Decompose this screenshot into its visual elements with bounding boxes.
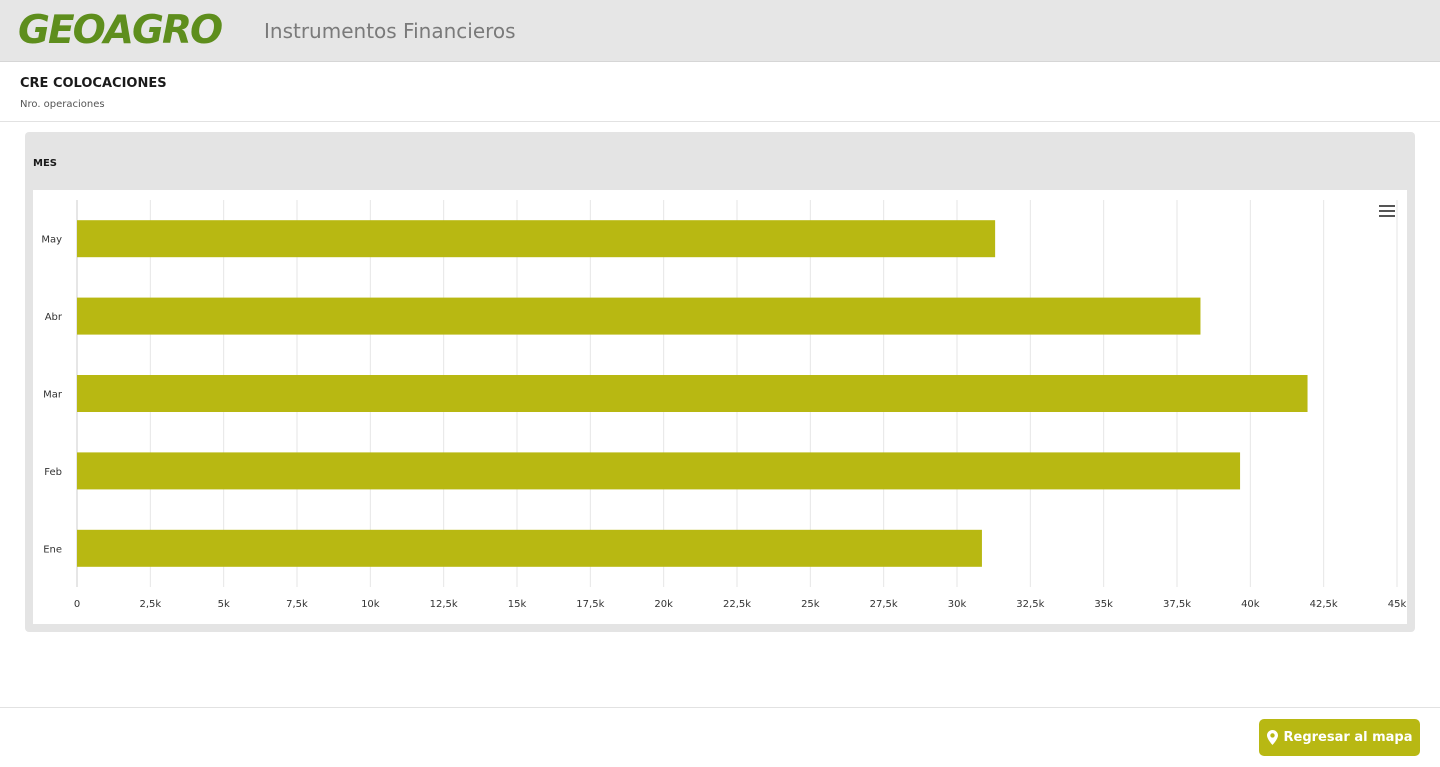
x-tick-label: 25k [801, 599, 820, 610]
x-tick-label: 5k [218, 599, 230, 610]
report-header: CRE COLOCACIONES Nro. operaciones [0, 62, 1440, 122]
x-tick-label: 42,5k [1310, 599, 1338, 610]
map-pin-icon [1266, 730, 1278, 745]
x-tick-label: 10k [361, 599, 380, 610]
x-tick-label: 45k [1388, 599, 1407, 610]
x-tick-label: 0 [74, 599, 80, 610]
bar [77, 529, 982, 567]
x-tick-label: 30k [948, 599, 967, 610]
x-tick-label: 22,5k [723, 599, 751, 610]
bar [77, 220, 996, 258]
bar-chart: 0 2,5k 5k 7,5k 10k 12,5k 15k 17,5k 20k 22,5k 25k 27… [41, 200, 1407, 610]
report-title: CRE COLOCACIONES [20, 76, 167, 91]
bar [77, 375, 1308, 412]
x-tick-label: 2,5k [139, 599, 161, 610]
logo-text: GEOAGRO [18, 7, 223, 53]
y-tick-label: May [41, 235, 62, 246]
bar [77, 452, 1241, 490]
y-tick-label: Mar [43, 390, 63, 401]
back-to-map-button[interactable]: Regresar al mapa [1259, 719, 1420, 756]
report-subtitle: Nro. operaciones [20, 99, 105, 110]
x-tick-label: 7,5k [286, 599, 308, 610]
y-tick-label: Ene [43, 544, 62, 555]
hamburger-menu-icon[interactable] [1379, 205, 1395, 218]
bar [77, 297, 1201, 335]
x-tick-label: 32,5k [1016, 599, 1044, 610]
x-tick-label: 12,5k [430, 599, 458, 610]
back-to-map-label: Regresar al mapa [1283, 730, 1413, 745]
x-tick-label: 20k [654, 599, 673, 610]
footer: Regresar al mapa [0, 707, 1440, 767]
x-tick-label: 40k [1241, 599, 1260, 610]
x-tick-label: 15k [508, 599, 527, 610]
x-tick-label: 17,5k [576, 599, 604, 610]
chart-panel: MES 0 2,5k 5k 7,5k 10k 12,5k 15k 17,5k 20k 22,5k 2… [25, 132, 1415, 632]
y-tick-label: Abr [45, 312, 63, 323]
panel-title: MES [33, 158, 57, 169]
x-tick-label: 27,5k [870, 599, 898, 610]
x-tick-label: 37,5k [1163, 599, 1191, 610]
y-tick-label: Feb [44, 467, 62, 478]
app-title: Instrumentos Financieros [264, 19, 516, 43]
chart-container: 0 2,5k 5k 7,5k 10k 12,5k 15k 17,5k 20k 22,5k 25k 27… [33, 190, 1407, 624]
geoagro-logo[interactable]: GEOAGRO [18, 7, 223, 53]
x-tick-label: 35k [1094, 599, 1113, 610]
top-bar: GEOAGRO Instrumentos Financieros [0, 0, 1440, 62]
